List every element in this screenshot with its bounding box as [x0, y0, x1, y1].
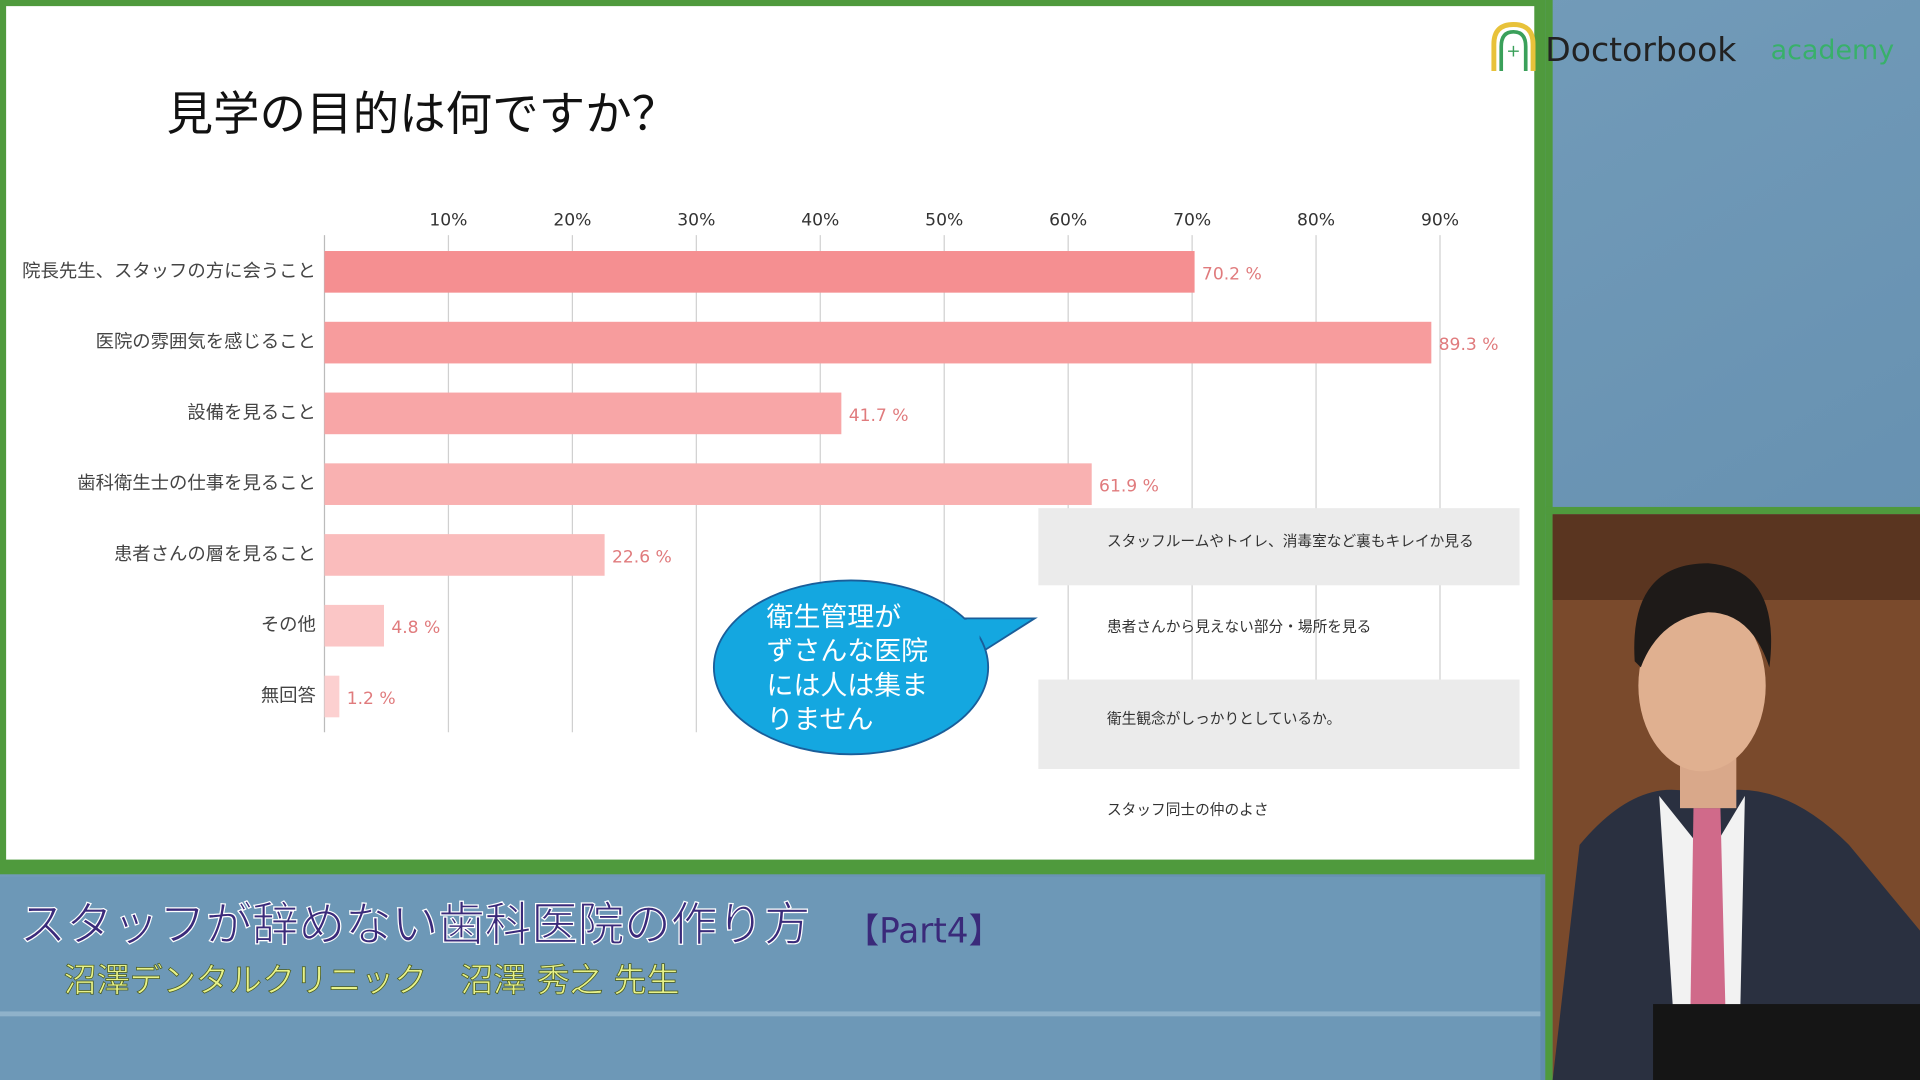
logo: + Doctorbook academy: [1491, 22, 1895, 72]
chart: 10% 20% 30% 40% 50% 60% 70% 80% 90% 院長先生、スタッフの方に会…: [22, 210, 1499, 733]
value-label: 41.7 %: [849, 406, 909, 426]
category-label: 患者さんの層を見ること: [114, 544, 316, 565]
note-row: [1038, 508, 1520, 586]
category-label: 設備を見ること: [187, 402, 316, 423]
bar: [324, 251, 1195, 293]
x-tick-label: 70%: [1173, 210, 1211, 230]
banner-part: 【Part4】: [845, 912, 1003, 952]
banner: スタッフが辞めない歯科医院の作り方 【Part4】 沼澤デンタルクリニック 沼澤…: [0, 876, 1541, 1080]
banner-speaker: 沼澤デンタルクリニック 沼澤 秀之 先生: [64, 961, 680, 1000]
category-label: 院長先生、スタッフの方に会うこと: [22, 261, 316, 282]
x-tick-label: 50%: [925, 210, 963, 230]
divider: [1545, 506, 1920, 515]
x-tick-label: 30%: [677, 210, 715, 230]
value-label: 70.2 %: [1202, 264, 1262, 284]
note-text: スタッフ同士の仲のよさ: [1107, 802, 1269, 819]
bar: [324, 321, 1432, 364]
logo-brand: Doctorbook: [1545, 30, 1737, 69]
x-tick-label: 10%: [429, 210, 467, 230]
chart-title: 見学の目的は何ですか？: [167, 87, 679, 141]
category-label: 医院の雰囲気を感じること: [96, 332, 316, 353]
callout-line: りません: [767, 705, 874, 736]
note-text: 患者さんから見えない部分・場所を見る: [1107, 619, 1371, 636]
note-text: 衛生観念がしっかりとしているか。: [1107, 709, 1341, 727]
value-label: 1.2 %: [347, 689, 396, 709]
bar: [324, 604, 384, 647]
notes-panel: スタッフルームやトイレ、消毒室など裏もキレイか見る患者さんから見えない部分・場所…: [1038, 508, 1520, 819]
divider: [1545, 0, 1553, 1080]
logo-suffix: academy: [1771, 35, 1895, 66]
callout-line: 衛生管理が: [767, 602, 902, 633]
category-label: その他: [261, 615, 316, 636]
value-label: 4.8 %: [391, 618, 440, 638]
x-tick-label: 90%: [1421, 210, 1459, 230]
note-text: スタッフルームやトイレ、消毒室など裏もキレイか見る: [1107, 532, 1474, 550]
bar: [324, 534, 605, 576]
category-label: 歯科衛生士の仕事を見ること: [77, 473, 316, 494]
x-tick-label: 40%: [801, 210, 839, 230]
callout-line: には人は集ま: [767, 670, 929, 701]
bar: [324, 392, 842, 435]
value-label: 61.9 %: [1099, 477, 1159, 497]
x-tick-label: 20%: [553, 210, 591, 230]
callout-line: ずさんな医院: [767, 636, 929, 667]
x-tick-label: 60%: [1049, 210, 1087, 230]
category-label: 無回答: [261, 685, 316, 706]
note-row: [1038, 679, 1520, 769]
x-tick-label: 80%: [1297, 210, 1335, 230]
bar: [324, 675, 340, 718]
banner-title: スタッフが辞めない歯科医院の作り方: [20, 898, 811, 952]
speaker-video: [1552, 514, 1920, 1080]
logo-mark: +: [1506, 41, 1520, 61]
value-label: 22.6 %: [612, 547, 672, 567]
bar: [324, 463, 1092, 505]
value-label: 89.3 %: [1439, 335, 1499, 355]
